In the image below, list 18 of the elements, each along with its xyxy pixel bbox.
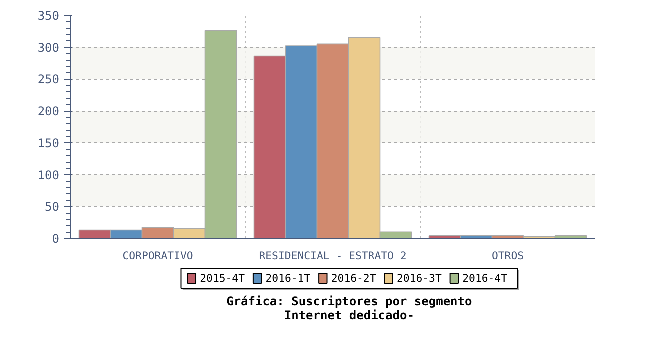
legend-label: 2016-1T [266, 272, 312, 285]
y-tick-label: 0 [52, 232, 60, 246]
text: Gráfica: Suscriptores por segmento [226, 294, 472, 308]
legend-label: 2016-4T [462, 272, 508, 285]
y-tick-label: 300 [38, 40, 60, 55]
y-tick-label: 150 [38, 136, 60, 150]
y-tick-label: 250 [38, 72, 60, 87]
y-tick-label: 50 [45, 200, 60, 214]
y-tick-label: 100 [38, 168, 60, 182]
x-tick-label: OTROS [492, 250, 524, 262]
x-tick-label: CORPORATIVO [122, 250, 194, 262]
y-tick-label: 200 [38, 104, 60, 119]
legend-label: 2015-4T [200, 272, 246, 285]
legend-label: 2016-3T [396, 272, 442, 285]
y-tick-label: 350 [38, 9, 60, 23]
text: Internet dedicado- [284, 308, 414, 322]
legend-label: 2016-2T [331, 272, 377, 285]
x-tick-label: RESIDENCIAL - ESTRATO 2 [259, 250, 407, 262]
